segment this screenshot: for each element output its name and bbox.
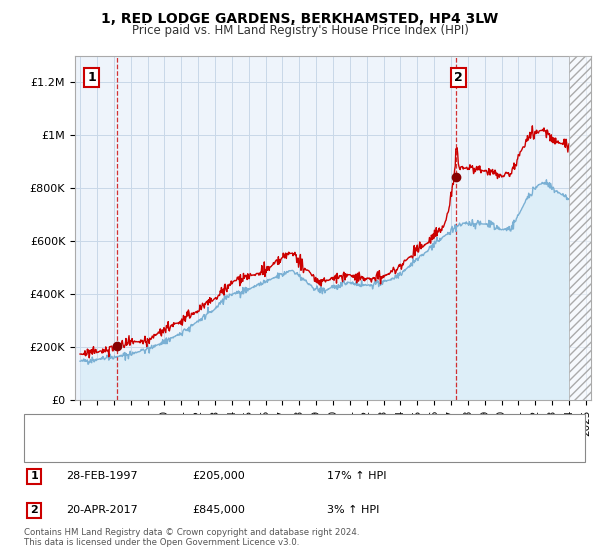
Text: 28-FEB-1997: 28-FEB-1997: [66, 472, 138, 482]
FancyBboxPatch shape: [24, 414, 585, 462]
Text: 2: 2: [454, 71, 463, 83]
Text: 1: 1: [88, 71, 96, 83]
Text: HPI: Average price, detached house, Dacorum: HPI: Average price, detached house, Daco…: [74, 444, 327, 454]
Text: 1, RED LODGE GARDENS, BERKHAMSTED, HP4 3LW (detached house): 1, RED LODGE GARDENS, BERKHAMSTED, HP4 3…: [74, 422, 455, 432]
Text: Price paid vs. HM Land Registry's House Price Index (HPI): Price paid vs. HM Land Registry's House …: [131, 24, 469, 37]
Text: 1: 1: [30, 472, 38, 482]
Text: 3% ↑ HPI: 3% ↑ HPI: [327, 505, 379, 515]
Text: 17% ↑ HPI: 17% ↑ HPI: [327, 472, 386, 482]
Text: £205,000: £205,000: [192, 472, 245, 482]
Text: 1, RED LODGE GARDENS, BERKHAMSTED, HP4 3LW: 1, RED LODGE GARDENS, BERKHAMSTED, HP4 3…: [101, 12, 499, 26]
Text: Contains HM Land Registry data © Crown copyright and database right 2024.
This d: Contains HM Land Registry data © Crown c…: [24, 528, 359, 547]
Text: 2: 2: [30, 505, 38, 515]
Text: £845,000: £845,000: [192, 505, 245, 515]
Text: 20-APR-2017: 20-APR-2017: [66, 505, 138, 515]
